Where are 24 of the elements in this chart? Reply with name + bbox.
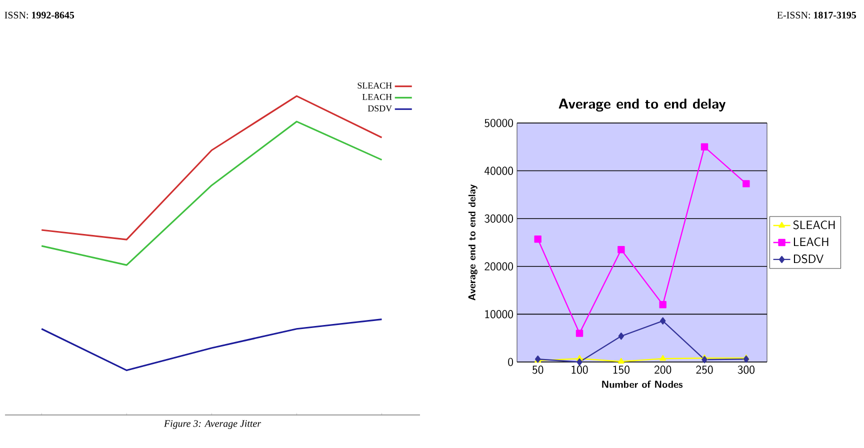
y-tick-label: 30000 [484,214,513,223]
legend-label: SLEACH [358,82,392,89]
legend-label: SLEACH [793,220,835,230]
x-tick-label: 100 [572,366,588,374]
x-tick-label: 50 [532,366,544,374]
x-tick-label: 150 [613,366,630,374]
legend-label: DSDV [794,254,824,264]
x-tick-label: 250 [696,366,713,374]
x-axis-title: Number of Nodes [602,380,683,388]
chart-title: Average end to end delay [558,98,726,112]
text: Figure 3: Average Jitter [164,420,262,429]
legend-label: LEACH [794,238,828,246]
x-tick-label: 300 [738,366,754,374]
y-tick-label: 10000 [485,310,513,318]
legend-label: DSDV [368,105,392,112]
y-tick-label: 50000 [484,118,513,128]
x-tick-label: 200 [654,366,672,374]
text: E-ISSN: 1817-3195 [777,12,856,19]
y-axis-title: Average end to end delay [468,184,478,300]
y-tick-label: 40000 [484,166,513,175]
y-tick-label: 0 [508,358,513,366]
text: ISSN: 1992-8645 [4,12,74,19]
legend-label: LEACH [362,94,392,100]
y-tick-label: 20000 [484,262,513,271]
